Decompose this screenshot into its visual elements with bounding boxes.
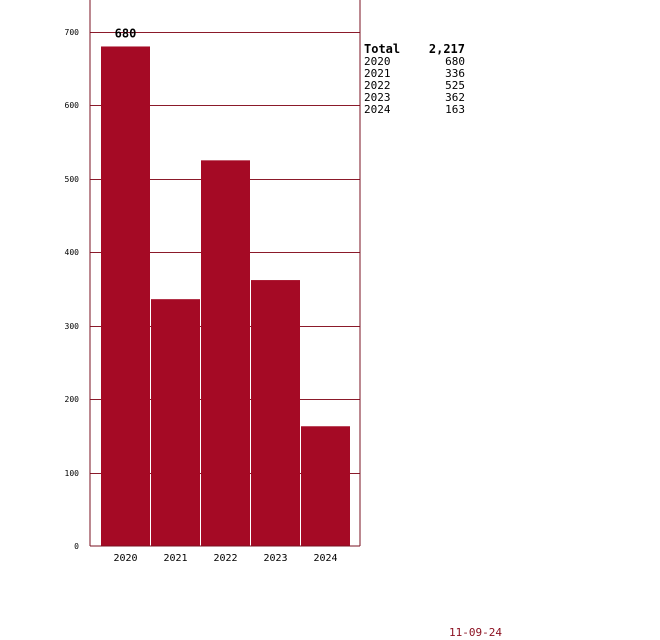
summary-row: 2023 362 [364, 92, 465, 104]
bar-2021 [151, 299, 200, 546]
x-tick-label: 2023 [263, 553, 287, 564]
summary-row-value: 362 [445, 91, 465, 104]
bar-2020 [101, 46, 150, 547]
summary-row-label: 2022 [364, 79, 391, 92]
y-tick-label: 700 [65, 28, 80, 37]
y-tick-label: 0 [74, 542, 79, 551]
bar-2022 [201, 160, 250, 546]
summary-row-label: 2021 [364, 67, 391, 80]
summary-row-label: 2023 [364, 91, 391, 104]
summary-row: 2021 336 [364, 68, 465, 80]
summary-row-label: 2024 [364, 103, 391, 116]
x-tick-label: 2020 [113, 553, 137, 564]
y-tick-label: 600 [65, 101, 80, 110]
bars [101, 46, 350, 547]
y-tick-label: 100 [65, 469, 80, 478]
summary-total-value: 2,217 [428, 42, 465, 56]
bar-2024 [301, 426, 350, 546]
summary-row-value: 163 [445, 103, 465, 116]
x-tick-label: 2022 [213, 553, 237, 564]
summary-row-value: 525 [445, 79, 465, 92]
summary-row: 2024 163 [364, 104, 465, 116]
axes [89, 0, 361, 547]
y-tick-label: 500 [65, 175, 80, 184]
x-tick-labels: 2020 2021 2022 2023 2024 [113, 553, 337, 564]
summary-row: 2020 680 [364, 56, 465, 68]
peak-data-label: 680 [115, 26, 137, 40]
footer-date: 11-09-24 [449, 626, 502, 639]
x-tick-label: 2021 [163, 553, 187, 564]
summary-row-value: 680 [445, 55, 465, 68]
summary-row-label: 2020 [364, 55, 391, 68]
bar-2023 [251, 280, 300, 546]
x-tick-label: 2024 [313, 553, 337, 564]
summary-row: 2022 525 [364, 80, 465, 92]
summary-row-value: 336 [445, 67, 465, 80]
y-tick-label: 300 [65, 322, 80, 331]
y-tick-label: 400 [65, 248, 80, 257]
y-tick-labels: 0 100 200 300 400 500 600 700 [65, 28, 80, 551]
summary-total-label: Total [364, 42, 401, 56]
summary-table: Total 2,217 2020 680 2021 336 2022 525 2… [364, 43, 465, 116]
summary-total-row: Total 2,217 [364, 43, 465, 56]
y-tick-label: 200 [65, 395, 80, 404]
